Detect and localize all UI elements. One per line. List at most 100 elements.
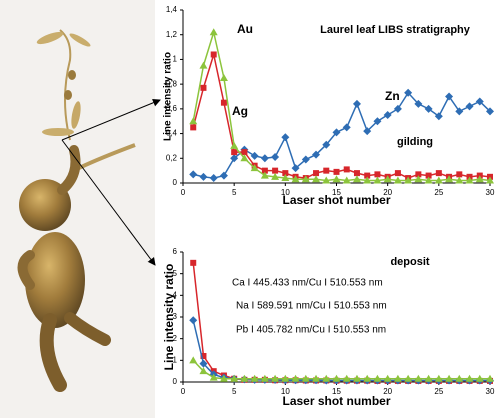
x-tick-label: 30 — [486, 387, 495, 396]
chart: 0 1 2 3 4 5 6 0 5 10 15 20 25 30 Laser shot number Line… — [162, 247, 495, 408]
series-label: Na I 589.591 nm/Cu I 510.553 nm — [236, 301, 387, 312]
marker — [323, 167, 330, 174]
x-tick-label: 0 — [181, 387, 186, 396]
marker — [312, 150, 321, 159]
marker — [313, 170, 320, 177]
marker — [383, 374, 392, 382]
marker — [281, 174, 290, 182]
marker — [333, 168, 340, 175]
marker — [241, 149, 248, 156]
marker — [260, 154, 269, 163]
marker — [373, 176, 382, 184]
marker — [352, 99, 361, 108]
series-label: Ca I 445.433 nm/Cu I 510.553 nm — [232, 278, 383, 289]
marker — [465, 374, 474, 382]
marker — [189, 170, 198, 179]
series-label: Pb I 405.782 nm/Cu I 510.553 nm — [236, 325, 386, 336]
marker — [291, 175, 300, 183]
marker — [261, 167, 268, 174]
marker — [342, 374, 351, 382]
marker — [260, 374, 269, 382]
marker — [434, 374, 443, 382]
marker — [199, 359, 208, 368]
x-tick-label: 25 — [434, 188, 443, 197]
marker — [434, 176, 443, 184]
marker — [199, 61, 208, 69]
marker — [343, 166, 350, 173]
marker — [414, 374, 423, 382]
marker — [373, 117, 382, 126]
marker — [312, 374, 321, 382]
marker — [200, 353, 207, 359]
marker — [352, 374, 361, 382]
marker — [475, 97, 484, 106]
x-tick-label: 10 — [281, 188, 290, 197]
marker — [209, 373, 218, 381]
marker — [445, 175, 454, 183]
series-label: Ag — [232, 104, 248, 118]
y-axis-label: Line intensity ratio — [162, 264, 176, 371]
marker — [250, 151, 259, 160]
marker — [374, 171, 381, 178]
y-tick-label: 3 — [173, 312, 178, 321]
series-label: Zn — [385, 89, 400, 103]
marker — [363, 176, 372, 184]
x-tick-label: 15 — [332, 188, 341, 197]
marker — [342, 176, 351, 184]
marker — [209, 28, 218, 36]
marker — [465, 176, 474, 184]
marker — [404, 374, 413, 382]
x-tick-label: 25 — [434, 387, 443, 396]
marker — [272, 167, 279, 174]
marker — [271, 172, 280, 180]
marker — [393, 104, 402, 113]
marker — [209, 174, 218, 183]
marker — [353, 170, 360, 177]
marker — [404, 88, 413, 97]
marker — [424, 176, 433, 184]
marker — [475, 175, 484, 183]
marker — [414, 175, 423, 183]
y-tick-label: 0,6 — [166, 104, 178, 113]
y-tick-label: 6 — [173, 247, 178, 256]
marker — [260, 171, 269, 179]
marker — [231, 149, 238, 156]
marker — [332, 175, 341, 183]
y-tick-label: 0,2 — [166, 153, 178, 162]
marker — [230, 154, 239, 163]
marker — [250, 164, 259, 172]
marker — [414, 99, 423, 108]
marker — [445, 92, 454, 101]
marker — [383, 175, 392, 183]
annotation: gilding — [397, 136, 433, 148]
marker — [415, 171, 422, 178]
marker — [190, 259, 197, 266]
marker — [200, 84, 207, 91]
marker — [281, 374, 290, 382]
y-tick-label: 0,4 — [166, 129, 178, 138]
marker — [363, 374, 372, 382]
y-tick-label: 4 — [173, 290, 178, 299]
x-tick-label: 5 — [232, 387, 237, 396]
arrow — [61, 139, 156, 266]
x-tick-label: 0 — [181, 188, 186, 197]
marker — [301, 175, 310, 183]
marker — [455, 107, 464, 116]
marker — [240, 374, 249, 382]
marker — [240, 154, 249, 162]
marker — [383, 111, 392, 120]
marker — [332, 374, 341, 382]
marker — [322, 140, 331, 149]
marker — [342, 123, 351, 132]
series-line — [192, 359, 490, 380]
marker — [394, 170, 401, 177]
marker — [230, 141, 239, 149]
marker — [281, 133, 290, 142]
y-tick-label: 2 — [173, 334, 178, 343]
marker — [332, 128, 341, 137]
y-tick-label: 0,8 — [166, 79, 178, 88]
x-axis-label: Laser shot number — [282, 193, 390, 207]
marker — [219, 374, 228, 382]
marker — [189, 356, 198, 364]
marker — [465, 102, 474, 111]
